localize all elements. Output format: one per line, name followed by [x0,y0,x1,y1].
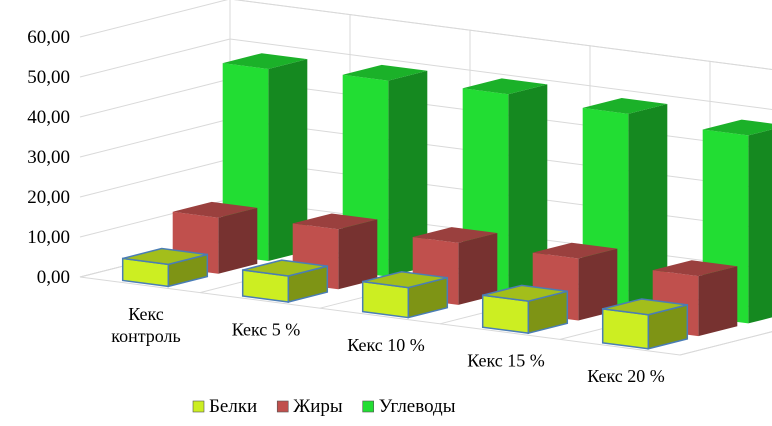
y-tick-label: 50,00 [27,67,70,88]
y-axis-ticks: 0,00 10,00 20,00 30,00 40,00 50,00 60,00 [27,27,70,288]
bar-side [748,129,772,324]
legend-label: Углеводы [379,396,456,417]
bar-side [268,59,308,262]
bar [481,284,569,335]
bar [361,271,449,319]
x-tick-label: Кекс 15 % [467,351,545,371]
bar-side [508,84,548,293]
x-tick-label: Кекс контроль [111,304,181,346]
y-tick-label: 30,00 [27,147,70,168]
bar-top [292,213,378,230]
bars [121,53,772,350]
gridline-side [79,158,231,198]
gridline [233,0,772,70]
bar-top [652,260,738,277]
y-tick-label: 20,00 [27,187,70,208]
bar-top [482,284,568,302]
bar-top [702,119,772,136]
y-tick-label: 10,00 [27,227,70,248]
bar-top [242,259,328,277]
y-tick-label: 0,00 [37,267,70,288]
bar-top [222,53,308,70]
y-tick-label: 60,00 [27,27,70,48]
bar-top [532,242,618,259]
bar-side [388,70,428,277]
bar-side [338,219,378,290]
gridline-side [79,0,229,38]
bar-top [582,98,668,114]
legend-swatch [276,400,289,413]
x-axis-categories: Кекс контроль Кекс 5 % Кекс 10 % Кекс 15 % Ке… [111,304,665,386]
legend-swatch [192,400,205,413]
legend: Белки Жиры Углеводы [192,396,456,417]
y-tick-label: 40,00 [27,107,70,128]
bar-top [362,271,448,289]
bar-top [172,201,258,218]
bar-top [412,227,498,243]
bar [241,259,329,303]
bar-top [462,78,548,95]
bar [121,247,209,288]
gridline [229,38,772,110]
gridline-side [79,118,231,158]
bar-side [578,248,618,321]
bar [412,227,498,305]
bar-side [218,207,258,274]
floor-divider [679,331,772,356]
bar-top [602,298,688,316]
legend-label: Белки [209,396,257,417]
x-tick-label: Кекс 10 % [347,335,425,355]
bar [601,298,689,350]
bar-side [698,266,738,337]
bar-side [458,233,498,305]
x-tick-label: Кекс 20 % [587,366,665,386]
bar-front [601,307,650,350]
bar-side [628,103,668,308]
legend-swatch [362,400,375,413]
bar-top [122,247,208,266]
gridline-side [79,38,231,78]
x-tick-label: Кекс 5 % [232,319,301,339]
legend-label: Жиры [293,396,343,417]
bar-top [342,64,428,81]
gridline-side [79,78,231,118]
